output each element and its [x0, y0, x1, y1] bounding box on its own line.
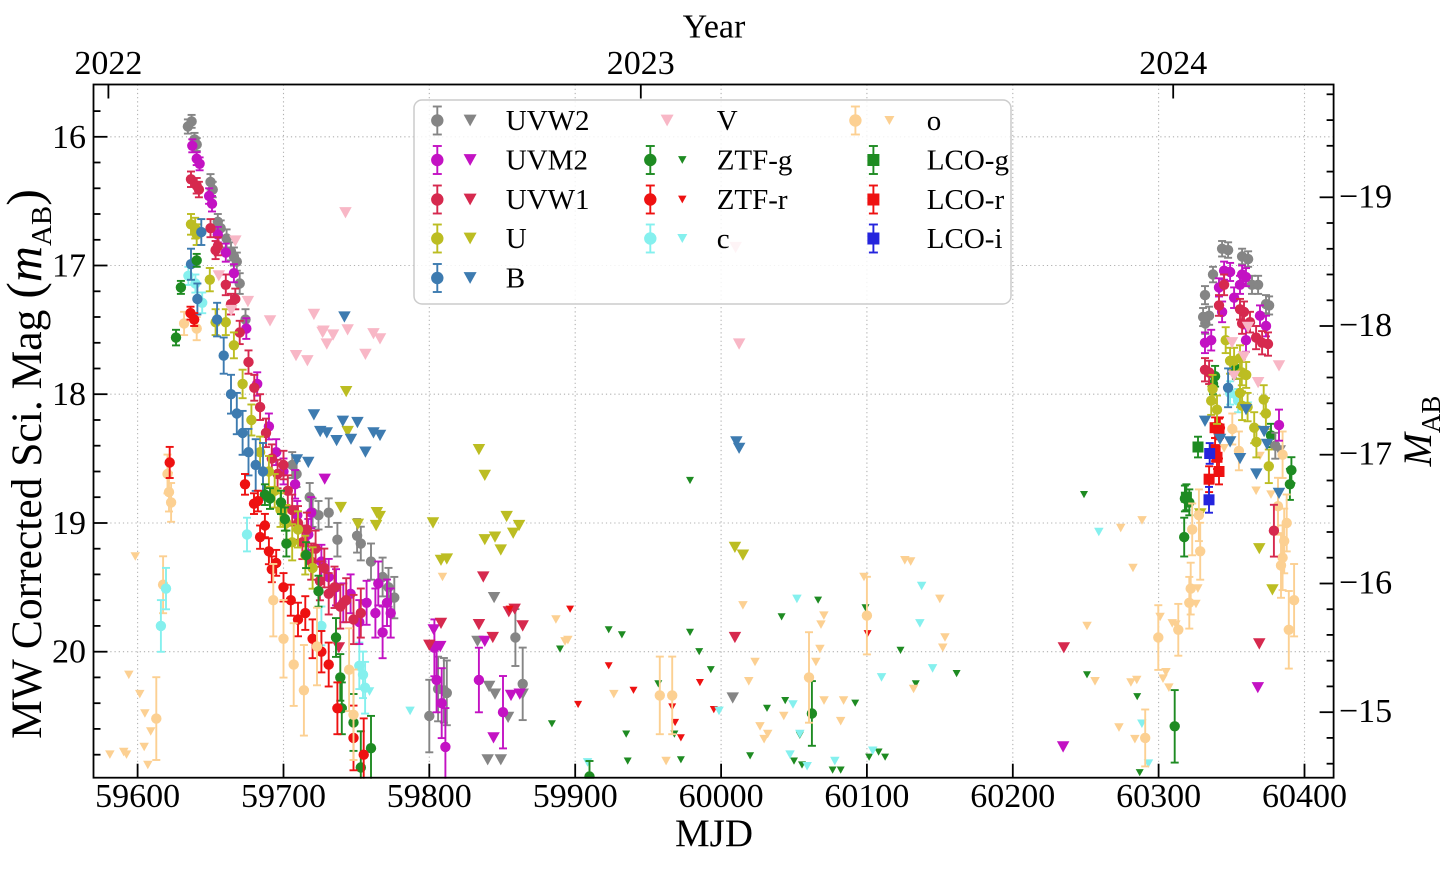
svg-text:59900: 59900	[533, 778, 618, 815]
svg-text:LCO-i: LCO-i	[927, 223, 1003, 255]
svg-text:MW Corrected Sci. Mag (mAB): MW Corrected Sci. Mag (mAB)	[0, 189, 58, 739]
svg-text:60400: 60400	[1262, 778, 1347, 815]
svg-text:20: 20	[52, 634, 86, 671]
svg-text:16: 16	[52, 119, 86, 156]
svg-text:ZTF-g: ZTF-g	[717, 145, 793, 177]
svg-text:−18: −18	[1339, 307, 1392, 344]
svg-text:60200: 60200	[970, 778, 1055, 815]
svg-text:−19: −19	[1339, 178, 1392, 215]
svg-text:MAB: MAB	[1395, 396, 1446, 468]
svg-text:Year: Year	[683, 9, 746, 46]
svg-text:UVW2: UVW2	[506, 105, 590, 137]
svg-text:59800: 59800	[387, 778, 472, 815]
svg-text:c: c	[717, 223, 730, 255]
svg-text:18: 18	[52, 376, 86, 413]
svg-text:2023: 2023	[607, 45, 675, 82]
svg-text:o: o	[927, 105, 942, 137]
svg-text:59700: 59700	[241, 778, 326, 815]
svg-text:LCO-r: LCO-r	[927, 184, 1005, 216]
svg-text:U: U	[506, 223, 527, 255]
svg-text:2022: 2022	[74, 45, 142, 82]
svg-text:60100: 60100	[824, 778, 909, 815]
svg-text:B: B	[506, 263, 525, 295]
svg-text:V: V	[717, 105, 738, 137]
svg-text:ZTF-r: ZTF-r	[717, 184, 788, 216]
svg-text:MJD: MJD	[675, 812, 753, 855]
svg-text:−17: −17	[1339, 436, 1392, 473]
svg-text:17: 17	[52, 248, 86, 285]
svg-text:59600: 59600	[95, 778, 180, 815]
svg-text:UVW1: UVW1	[506, 184, 590, 216]
svg-text:UVM2: UVM2	[506, 145, 588, 177]
svg-text:−15: −15	[1339, 693, 1392, 730]
svg-text:60300: 60300	[1116, 778, 1201, 815]
svg-text:LCO-g: LCO-g	[927, 145, 1009, 177]
svg-text:2024: 2024	[1139, 45, 1207, 82]
svg-text:−16: −16	[1339, 565, 1392, 602]
svg-text:60000: 60000	[679, 778, 764, 815]
svg-text:19: 19	[52, 505, 86, 542]
